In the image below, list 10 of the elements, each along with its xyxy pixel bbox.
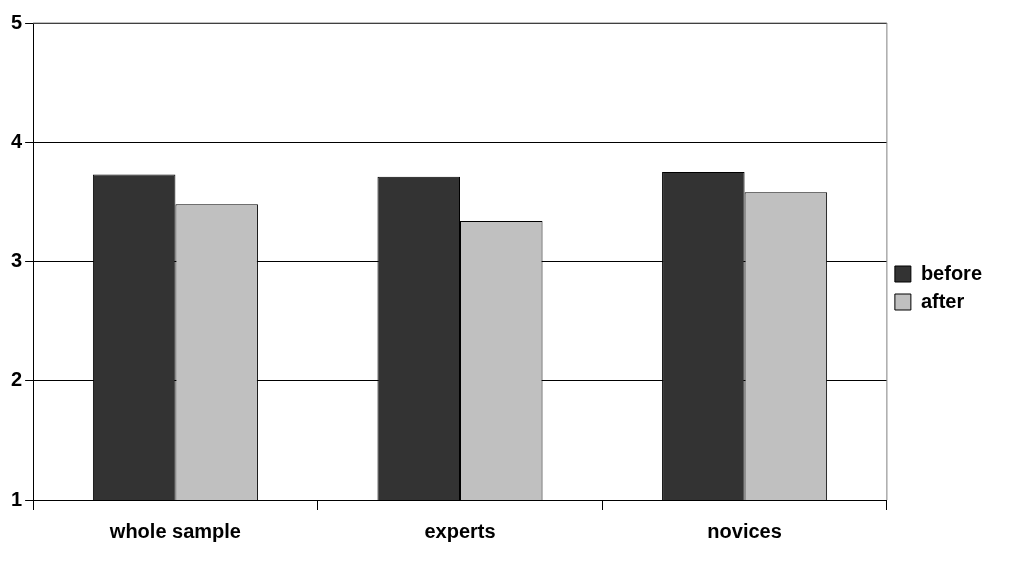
y-tick-label: 4 [11, 129, 23, 152]
legend-label: before [920, 261, 982, 284]
x-tick-label: whole sample [108, 519, 241, 542]
y-tick-label: 5 [11, 10, 23, 33]
y-tick-label: 3 [11, 249, 23, 272]
legend-label: after [920, 289, 965, 312]
x-tick-label: experts [424, 519, 496, 542]
x-tick-label: novices [707, 519, 782, 542]
y-tick-label: 1 [11, 487, 23, 510]
y-tick-label: 2 [11, 368, 23, 391]
